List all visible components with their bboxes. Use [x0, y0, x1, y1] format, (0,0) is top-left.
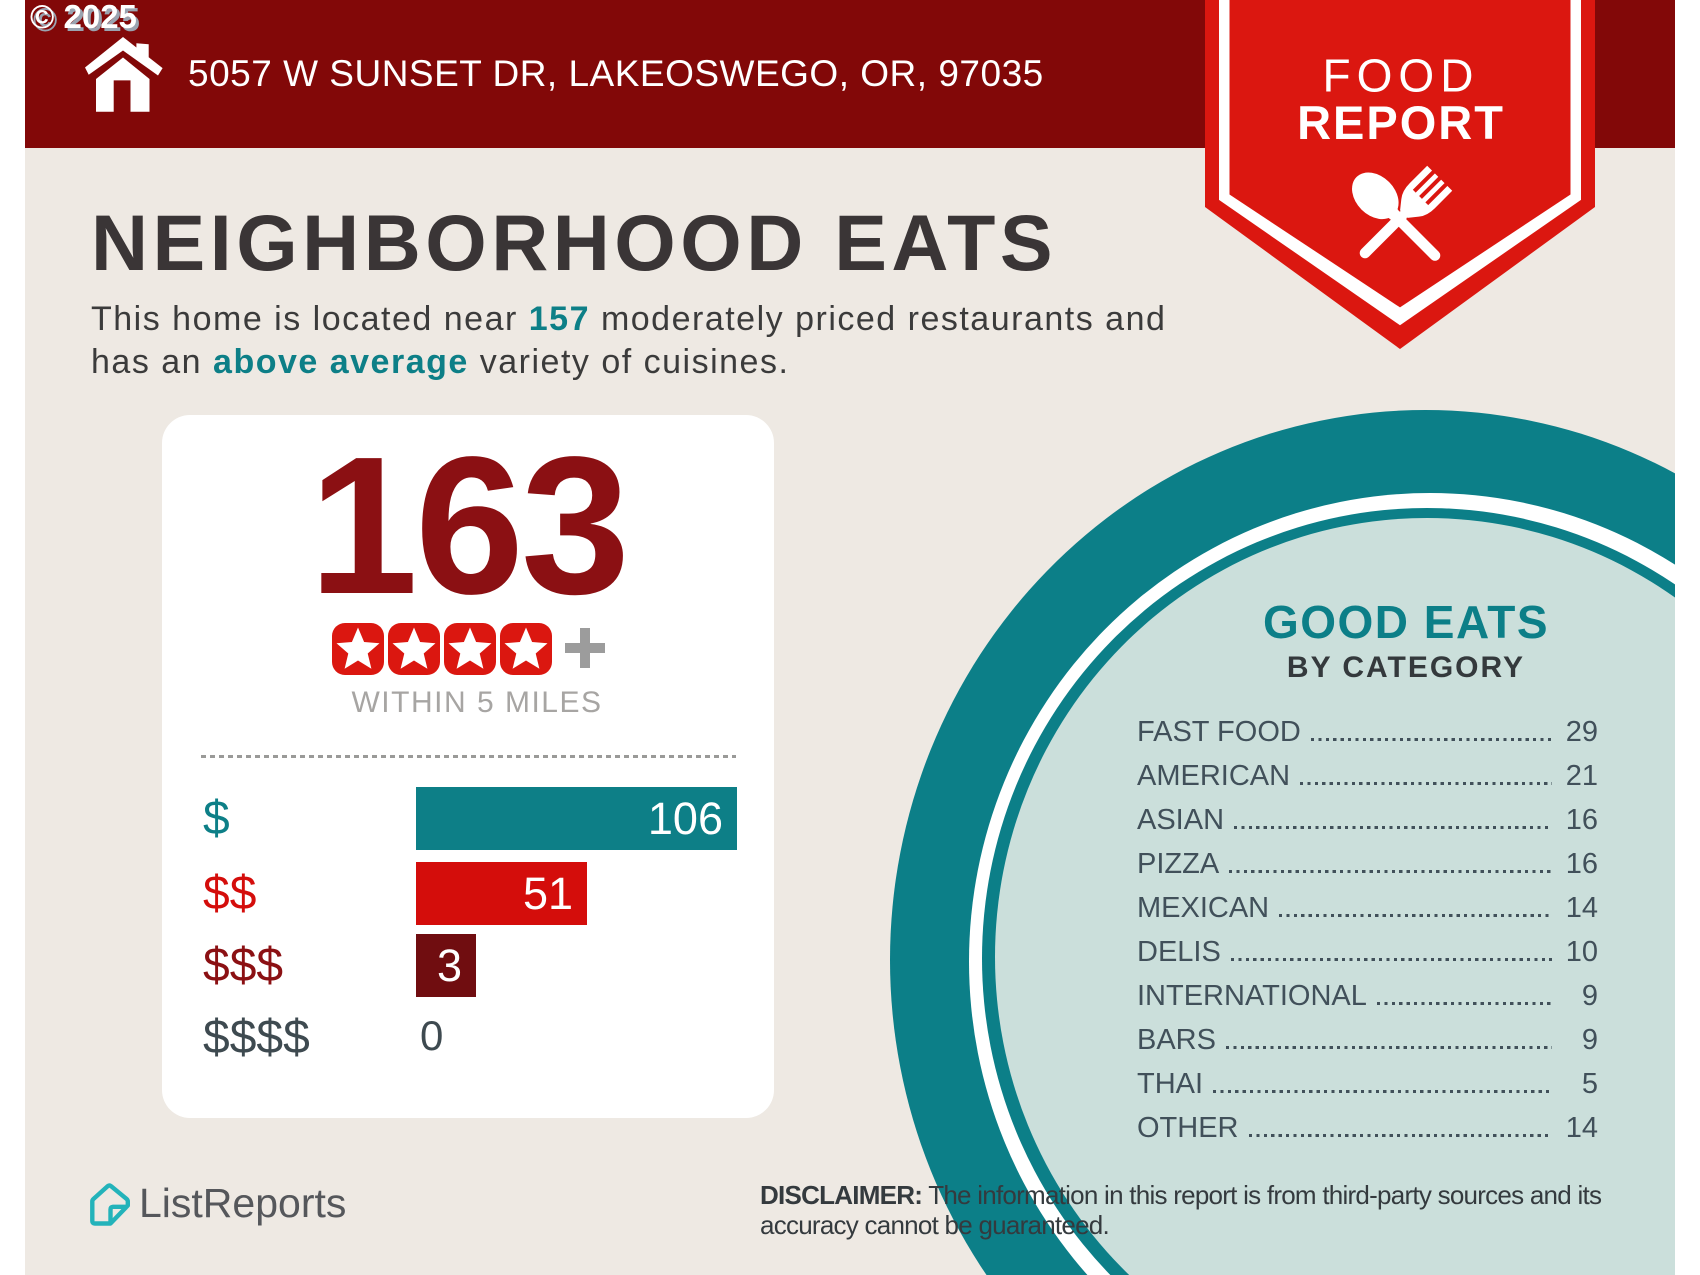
svg-text:REPORT: REPORT — [1297, 96, 1505, 149]
svg-text:FOOD: FOOD — [1323, 50, 1480, 102]
